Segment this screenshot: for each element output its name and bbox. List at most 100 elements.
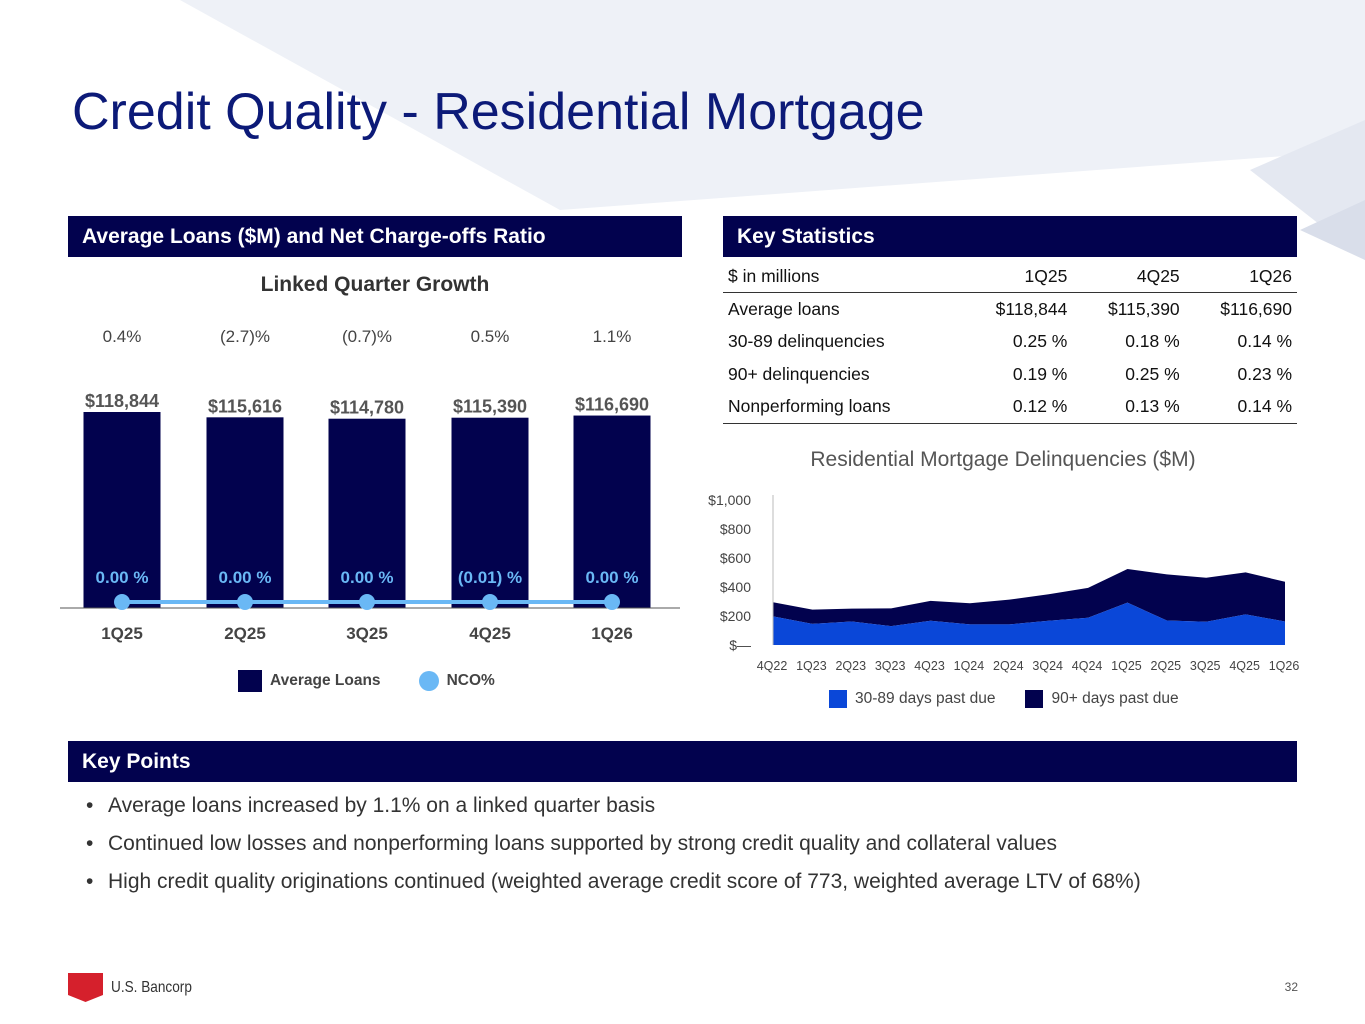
x-tick-label: 3Q25 [346, 624, 388, 643]
bar-value-label: $114,780 [330, 398, 404, 418]
x-tick-label: 2Q24 [993, 659, 1024, 673]
key-point: • Average loans increased by 1.1% on a li… [86, 794, 656, 817]
y-tick-label: $200 [720, 608, 751, 624]
cell: 0.19 % [1012, 363, 1068, 384]
page-number: 32 [1284, 980, 1298, 994]
x-tick-label: 1Q25 [101, 624, 143, 643]
key-point-text: Average loans increased by 1.1% on a lin… [108, 794, 656, 817]
shield-logo-icon [68, 973, 103, 1002]
nco-value-label: 0.00 % [96, 568, 149, 587]
x-tick-label: 4Q25 [469, 624, 511, 643]
row-label: 30-89 delinquencies [728, 331, 885, 352]
table-row: 90+ delinquencies 0.19 % 0.25 % 0.23 % [723, 358, 1297, 391]
cell: $115,390 [1107, 298, 1180, 319]
legend-swatch-nco [418, 671, 439, 691]
table-row: Nonperforming loans 0.12 % 0.13 % 0.14 % [723, 390, 1297, 424]
y-tick-label: $400 [720, 579, 751, 595]
delinquencies-chart-title: Residential Mortgage Delinquencies ($M) [810, 448, 1196, 471]
bar-average-loans [451, 417, 529, 608]
nco-value-label: 0.00 % [219, 568, 272, 587]
key-point: • High credit quality originations contin… [86, 870, 1141, 893]
bar-value-label: $115,616 [208, 396, 282, 416]
x-tick-label: 3Q24 [1032, 659, 1063, 673]
key-statistics-header: Key Statistics [723, 216, 1297, 257]
bar-value-label: $115,390 [453, 397, 527, 417]
cell: 0.13 % [1072, 390, 1185, 424]
legend-label-90-plus: 90+ days past due [1051, 690, 1179, 707]
bar-value-label: $118,844 [85, 391, 159, 411]
bar-value-label: $116,690 [575, 395, 649, 415]
y-tick-label: $600 [720, 550, 751, 566]
x-tick-label: 1Q23 [796, 659, 827, 673]
column-header: 1Q26 [1184, 260, 1297, 294]
x-tick-label: 4Q23 [914, 659, 945, 673]
x-tick-label: 1Q26 [591, 624, 633, 643]
key-point-text: High credit quality originations continu… [108, 870, 1141, 893]
column-header: 1Q25 [960, 260, 1073, 294]
x-tick-label: 2Q23 [835, 659, 866, 673]
y-tick-label: $— [729, 637, 751, 653]
legend-swatch-30-89 [829, 690, 847, 708]
growth-label: 0.5% [470, 327, 510, 346]
nco-point [604, 594, 620, 610]
column-header: $ in millions [723, 260, 961, 294]
cell: 0.12 % [960, 390, 1073, 424]
cell: 0.14 % [1237, 331, 1292, 352]
x-tick-label: 4Q25 [1229, 659, 1260, 673]
loans-section-header: Average Loans ($M) and Net Charge-offs R… [68, 216, 682, 257]
nco-value-label: (0.01) % [458, 568, 522, 587]
average-loans-chart: $118,844 1Q25 $115,616 2Q25 $114,780 3Q25 $115… [60, 391, 680, 643]
y-tick-label: $800 [720, 521, 751, 537]
growth-label: 0.4% [102, 327, 142, 346]
bar-legend: Average Loans NCO% [238, 670, 495, 692]
legend-label-nco: NCO% [446, 672, 495, 689]
x-tick-label: 3Q23 [875, 659, 906, 673]
x-tick-label: 2Q25 [224, 624, 266, 643]
cell: 0.18 % [1125, 331, 1180, 352]
table-header-row: $ in millions 1Q25 4Q25 1Q26 [723, 260, 1297, 294]
bar-average-loans [328, 418, 406, 608]
column-header: 4Q25 [1072, 260, 1185, 294]
table-row: Average loans $118,844 $115,390 $116,690 [723, 293, 1297, 326]
legend-swatch-average-loans [238, 670, 262, 692]
x-tick-label: 1Q26 [1269, 659, 1300, 673]
bar-average-loans [573, 415, 651, 608]
cell: 0.25 % [1125, 363, 1180, 384]
page-title: Credit Quality - Residential Mortgage [72, 83, 925, 141]
x-tick-label: 3Q25 [1190, 659, 1221, 673]
y-tick-label: $1,000 [708, 492, 751, 508]
x-tick-label: 1Q25 [1111, 659, 1142, 673]
key-point: • Continued low losses and nonperforming … [86, 832, 1058, 855]
row-label: 90+ delinquencies [728, 363, 870, 384]
area-legend: 30-89 days past due 90+ days past due [829, 690, 1179, 708]
nco-point [482, 594, 498, 610]
nco-point [237, 594, 253, 610]
cell: $118,844 [995, 298, 1068, 319]
bar-average-loans [206, 417, 284, 608]
cell: $116,690 [1220, 298, 1292, 319]
bar-average-loans [83, 412, 161, 608]
x-tick-label: 1Q24 [954, 659, 985, 673]
cell: 0.25 % [1012, 331, 1068, 352]
delinquencies-chart: $— $200 $400 $600 $800 $1,000 4Q22 1Q23 2Q23 3Q23… [708, 492, 1300, 673]
x-tick-label: 4Q24 [1072, 659, 1103, 673]
x-tick-label: 4Q22 [757, 659, 788, 673]
cell: 0.14 % [1184, 390, 1297, 424]
area-30-89-days [773, 602, 1285, 645]
nco-point [359, 594, 375, 610]
area-90-plus-days [773, 569, 1285, 627]
row-label: Average loans [728, 298, 840, 319]
legend-label-30-89: 30-89 days past due [855, 690, 996, 707]
legend-label-average-loans: Average Loans [270, 672, 381, 689]
nco-value-label: 0.00 % [586, 568, 639, 587]
key-point-text: Continued low losses and nonperforming l… [108, 832, 1058, 855]
growth-label: (2.7)% [219, 327, 271, 346]
key-points-header: Key Points [68, 741, 1297, 782]
x-tick-label: 2Q25 [1151, 659, 1182, 673]
logo-text: U.S. Bancorp [111, 978, 192, 996]
legend-swatch-90-plus [1025, 690, 1044, 708]
linked-quarter-growth-title: Linked Quarter Growth [260, 273, 490, 296]
nco-point [114, 594, 130, 610]
table-row: 30-89 delinquencies 0.25 % 0.18 % 0.14 % [723, 325, 1297, 358]
